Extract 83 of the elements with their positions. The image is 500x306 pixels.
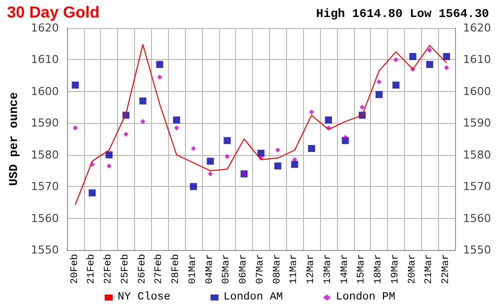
point bbox=[291, 160, 298, 168]
x-tick-label: 01Mar bbox=[188, 254, 199, 284]
x-tick-label: 12Mar bbox=[306, 254, 318, 284]
y-tick-label: 1570 bbox=[30, 180, 59, 194]
point bbox=[224, 137, 231, 144]
point bbox=[72, 82, 79, 89]
x-tick-label: 04Mar bbox=[204, 254, 216, 284]
legend-label: London PM bbox=[336, 292, 396, 304]
point bbox=[72, 125, 78, 130]
point bbox=[106, 151, 113, 158]
x-tick-label: 22Mar bbox=[441, 254, 452, 284]
point bbox=[427, 48, 432, 53]
line-series bbox=[74, 44, 448, 206]
x-tick-label: 21Mar bbox=[424, 254, 436, 284]
y2-tick-label: 1570 bbox=[463, 180, 491, 194]
point bbox=[174, 125, 180, 130]
point bbox=[139, 97, 146, 104]
y2-tick-label: 1620 bbox=[463, 22, 491, 34]
x-tick-label: 27Feb bbox=[153, 254, 166, 284]
point bbox=[274, 162, 282, 170]
y-tick-label: 1610 bbox=[30, 53, 59, 66]
chart-title: 30 Day Gold bbox=[7, 4, 100, 22]
y-tick-label: 1560 bbox=[30, 212, 59, 225]
legend-label: London AM bbox=[223, 292, 283, 304]
point bbox=[393, 57, 398, 62]
x-tick-label: 28Feb bbox=[170, 254, 182, 284]
point bbox=[275, 148, 280, 153]
y2-tick-label: 1600 bbox=[463, 84, 491, 98]
x-tick-label: 25Feb bbox=[119, 254, 132, 284]
point bbox=[426, 60, 434, 68]
point bbox=[324, 116, 332, 124]
point bbox=[409, 53, 416, 60]
x-tick-label: 22Feb bbox=[102, 254, 115, 284]
point bbox=[443, 53, 450, 60]
point bbox=[376, 91, 383, 98]
point bbox=[376, 79, 382, 84]
point bbox=[444, 65, 450, 70]
x-tick-label: 07Mar bbox=[255, 254, 266, 284]
point bbox=[190, 146, 196, 152]
y-tick-label: 1550 bbox=[30, 244, 59, 256]
x-tick-label: 13Mar bbox=[322, 254, 334, 284]
point bbox=[123, 132, 128, 137]
x-tick-label: 20Mar bbox=[407, 254, 418, 284]
x-tick-label: 08Mar bbox=[272, 254, 284, 284]
x-tick-label: 21Feb bbox=[86, 254, 98, 284]
x-tick-label: 06Mar bbox=[238, 254, 250, 284]
x-tick-label: 18Mar bbox=[374, 254, 385, 284]
chart-subtitle: High 1614.80 Low 1564.30 bbox=[316, 7, 489, 21]
y-tick-label: 1580 bbox=[30, 148, 59, 162]
x-tick-label: 14Mar bbox=[340, 254, 351, 284]
point bbox=[190, 183, 197, 190]
point bbox=[208, 171, 213, 176]
x-tick-label: 20Feb bbox=[68, 254, 81, 284]
point bbox=[224, 154, 230, 159]
point bbox=[342, 134, 348, 140]
point bbox=[309, 110, 314, 115]
point bbox=[88, 189, 96, 196]
x-tick-label: 15Mar bbox=[356, 254, 368, 284]
y-tick-label: 1600 bbox=[30, 84, 59, 98]
y-tick-label: 1620 bbox=[30, 22, 59, 34]
point bbox=[292, 157, 298, 162]
point bbox=[106, 163, 112, 168]
y2-tick-label: 1590 bbox=[463, 116, 491, 130]
y2-tick-label: 1550 bbox=[463, 244, 491, 256]
x-tick-label: 26Feb bbox=[136, 254, 148, 284]
y2-tick-label: 1610 bbox=[463, 53, 491, 66]
y2-tick-label: 1580 bbox=[463, 148, 491, 162]
x-tick-label: 19Mar bbox=[390, 254, 402, 284]
point bbox=[157, 74, 162, 80]
point bbox=[140, 119, 146, 124]
point bbox=[308, 145, 316, 152]
y2-tick-label: 1560 bbox=[463, 212, 491, 225]
x-tick-label: 11Mar bbox=[289, 254, 300, 284]
point bbox=[206, 158, 214, 165]
point bbox=[360, 104, 365, 110]
point bbox=[156, 60, 164, 68]
x-tick-label: 05Mar bbox=[222, 254, 233, 284]
y-axis-title: USD per ounce bbox=[7, 92, 21, 186]
point bbox=[392, 82, 400, 89]
point bbox=[173, 116, 180, 124]
point bbox=[257, 150, 264, 157]
legend-label: NY Close bbox=[118, 292, 170, 304]
y-tick-label: 1590 bbox=[30, 116, 59, 130]
